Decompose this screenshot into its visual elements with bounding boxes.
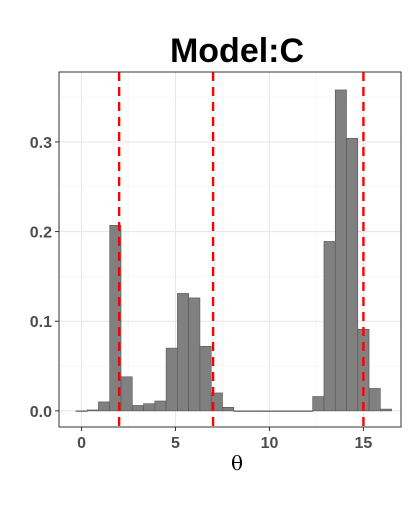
histogram-bar <box>289 410 302 412</box>
histogram-bar <box>222 406 235 412</box>
histogram-bar <box>380 408 392 412</box>
y-tick-label: 0.1 <box>30 314 52 331</box>
histogram-bar <box>109 224 122 412</box>
histogram-bar <box>267 410 280 412</box>
histogram-bar <box>210 392 223 412</box>
histogram-bar <box>143 403 156 412</box>
histogram-bar <box>86 409 99 412</box>
histogram-bar <box>312 396 325 412</box>
histogram-bar <box>368 388 381 412</box>
histogram-bar <box>357 328 370 412</box>
histogram-bar <box>256 410 268 412</box>
ticks-layer <box>55 141 364 431</box>
panel-border <box>58 71 402 428</box>
histogram-bar <box>233 410 246 412</box>
x-axis-title: θ <box>231 451 243 475</box>
histogram-bar <box>278 410 291 412</box>
histogram-bar <box>75 410 88 412</box>
y-tick-label: 0.2 <box>30 225 52 242</box>
histogram-bar <box>154 400 167 412</box>
histogram-bar <box>177 293 189 412</box>
histogram-bar <box>131 405 144 412</box>
histogram-bar <box>120 376 133 412</box>
histogram-bar <box>165 347 178 412</box>
y-tick-label: 0.3 <box>30 135 52 152</box>
labels-layer: 0 5 10 15 0.0 0.1 0.2 0.3 <box>30 135 373 452</box>
histogram-bar <box>301 410 313 412</box>
chart-title: Model:C <box>170 32 304 70</box>
histogram-bar <box>244 410 257 412</box>
histogram-bar <box>199 346 212 412</box>
x-tick-label: 15 <box>355 435 373 452</box>
x-tick-label: 0 <box>77 435 86 452</box>
x-tick-label: 5 <box>171 435 180 452</box>
histogram-bar <box>346 138 359 412</box>
histogram-bar <box>188 297 201 412</box>
bars-layer <box>75 89 392 412</box>
histogram-bar <box>98 401 111 412</box>
histogram-bar <box>323 241 336 412</box>
histogram-bar <box>334 89 347 412</box>
x-tick-label: 10 <box>261 435 279 452</box>
y-tick-label: 0.0 <box>30 404 52 421</box>
